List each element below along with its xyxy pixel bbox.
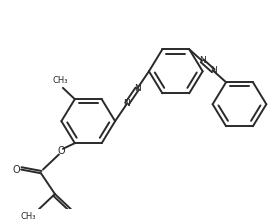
Text: O: O bbox=[57, 146, 65, 156]
Text: CH₃: CH₃ bbox=[20, 212, 36, 221]
Text: N: N bbox=[199, 56, 206, 65]
Text: N: N bbox=[134, 84, 140, 93]
Text: N: N bbox=[210, 66, 217, 75]
Text: CH₃: CH₃ bbox=[52, 76, 68, 85]
Text: N: N bbox=[124, 99, 130, 108]
Text: O: O bbox=[12, 166, 20, 175]
